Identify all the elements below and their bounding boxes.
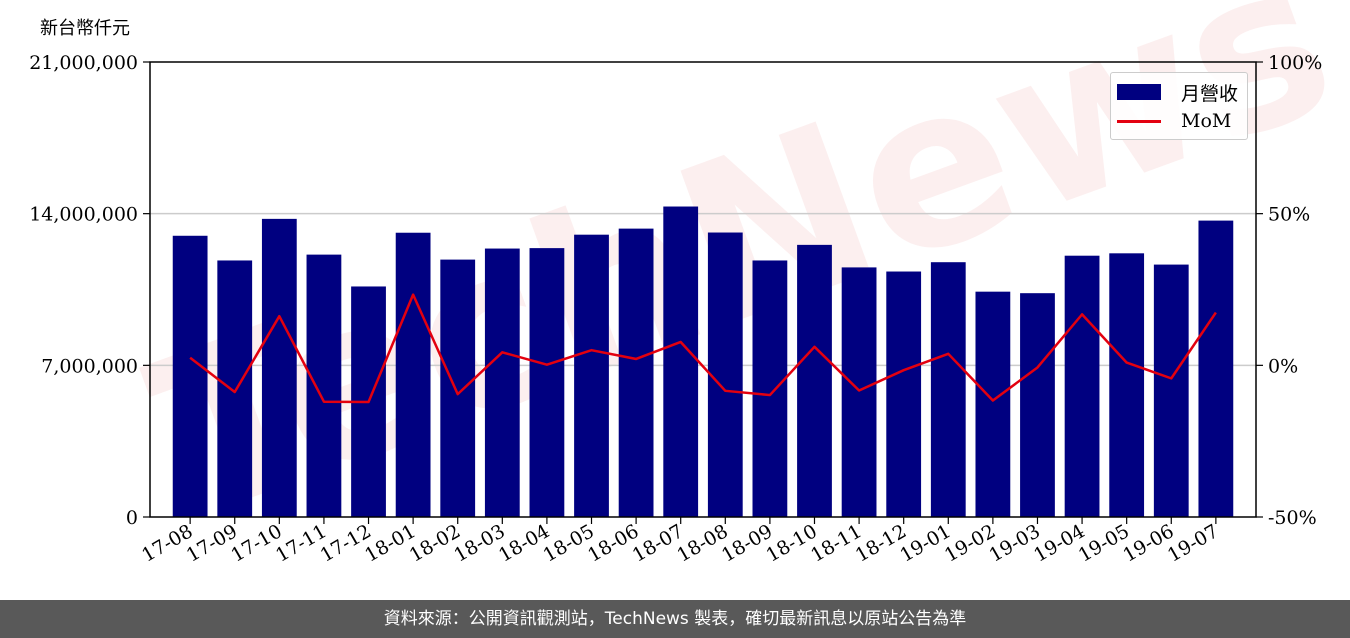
x-tick-label: 18-12 xyxy=(852,520,910,566)
legend-item-revenue: 月營收 xyxy=(1117,79,1238,105)
revenue-bar xyxy=(975,291,1011,517)
x-tick-label: 17-08 xyxy=(138,520,196,566)
x-tick-label: 17-09 xyxy=(183,520,241,566)
x-tick-label: 17-10 xyxy=(227,520,285,566)
x-tick-label: 18-04 xyxy=(495,520,553,566)
x-tick-label: 19-03 xyxy=(986,520,1044,566)
x-tick-label: 18-01 xyxy=(361,520,419,566)
revenue-bar xyxy=(1153,264,1189,517)
revenue-bar xyxy=(1109,253,1145,518)
x-tick-label: 19-01 xyxy=(896,520,954,566)
legend-revenue-label: 月營收 xyxy=(1181,82,1239,105)
revenue-bar xyxy=(618,228,654,517)
y-right-tick-label: 0% xyxy=(1268,355,1298,377)
y-left-tick-label: 21,000,000 xyxy=(29,52,138,74)
x-tick-label: 19-02 xyxy=(941,520,999,566)
revenue-bar xyxy=(1020,293,1055,517)
revenue-bar xyxy=(930,262,966,517)
x-tick-label: 18-11 xyxy=(807,520,865,566)
revenue-bar xyxy=(574,234,609,517)
x-tick-label: 19-07 xyxy=(1164,520,1222,566)
x-tick-label: 18-08 xyxy=(673,520,731,566)
revenue-bar xyxy=(707,232,743,517)
revenue-bar xyxy=(1064,255,1100,517)
revenue-bar xyxy=(752,260,788,517)
y-left-tick-label: 14,000,000 xyxy=(29,204,138,226)
y-left-tick-label: 0 xyxy=(126,507,138,529)
revenue-bar xyxy=(261,218,297,517)
x-tick-label: 19-04 xyxy=(1030,520,1088,566)
plot-frame xyxy=(149,61,1257,518)
legend: 月營收 MoM xyxy=(1110,72,1248,140)
revenue-bar xyxy=(1198,220,1234,517)
revenue-bar xyxy=(529,248,565,517)
revenue-bar xyxy=(395,232,431,517)
mom-line xyxy=(189,293,1217,404)
x-tick-label: 19-05 xyxy=(1075,520,1133,566)
x-tick-label: 19-06 xyxy=(1119,520,1177,566)
y-right-tick-label: -50% xyxy=(1268,507,1317,529)
legend-mom-label: MoM xyxy=(1181,110,1232,132)
revenue-bar xyxy=(217,260,253,517)
y-unit-label: 新台幣仟元 xyxy=(40,18,130,39)
x-tick-label: 18-05 xyxy=(540,520,598,566)
revenue-bar xyxy=(440,259,476,517)
legend-bar-swatch xyxy=(1117,84,1161,100)
x-tick-label: 17-11 xyxy=(272,520,330,566)
x-tick-label: 18-06 xyxy=(584,520,642,566)
revenue-chart: 0 7,000,000 14,000,000 21,000,000 -50% 0% 50% 1… xyxy=(29,52,1322,567)
x-tick-label: 18-03 xyxy=(450,520,508,566)
legend-line-swatch xyxy=(1117,119,1161,123)
revenue-bar xyxy=(886,271,922,517)
revenue-bar xyxy=(797,244,832,517)
y-right-tick-label: 100% xyxy=(1268,52,1322,74)
legend-item-mom: MoM xyxy=(1117,108,1231,134)
revenue-bar xyxy=(663,206,699,517)
x-tick-label: 18-09 xyxy=(718,520,776,566)
x-tick-label: 17-12 xyxy=(317,520,375,566)
revenue-bar xyxy=(484,248,520,518)
x-tick-label: 18-10 xyxy=(763,520,821,566)
x-tick-label: 18-02 xyxy=(406,520,464,566)
revenue-bar xyxy=(306,254,342,517)
y-left-tick-label: 7,000,000 xyxy=(41,355,138,377)
revenue-bar xyxy=(172,235,208,517)
x-tick-label: 18-07 xyxy=(629,520,687,566)
revenue-bar xyxy=(841,267,877,517)
source-footer: 資料來源：公開資訊觀測站，TechNews 製表，確切最新訊息以原站公告為準 xyxy=(0,600,1350,638)
y-right-tick-label: 50% xyxy=(1268,204,1310,226)
